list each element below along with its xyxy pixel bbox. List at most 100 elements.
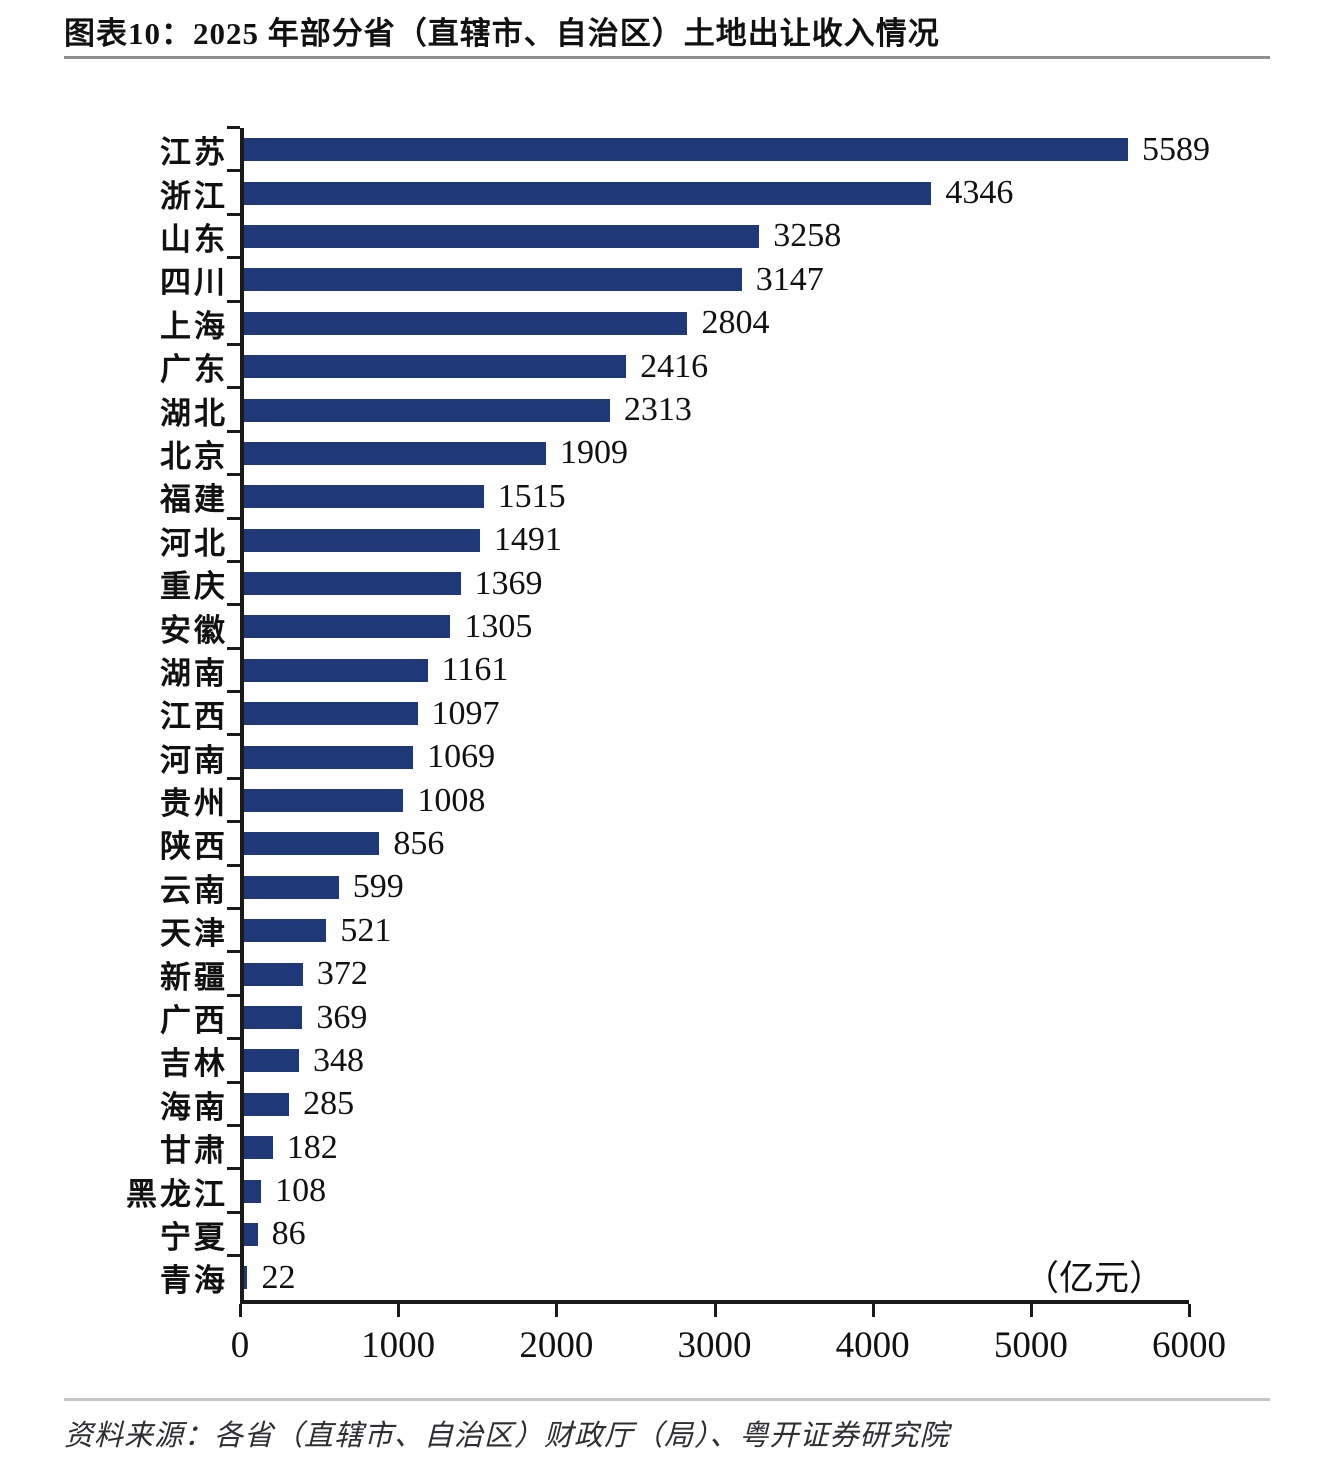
x-axis-tick-mark bbox=[871, 1303, 875, 1317]
bar-track: 22 bbox=[227, 1254, 1193, 1300]
category-label: 安徽 bbox=[160, 612, 228, 648]
value-label: 1305 bbox=[464, 607, 533, 645]
value-label: 182 bbox=[286, 1128, 338, 1166]
bar-track: 1491 bbox=[227, 516, 1193, 562]
bar bbox=[244, 745, 414, 769]
bar bbox=[244, 1049, 300, 1073]
value-label: 1491 bbox=[493, 521, 562, 559]
x-axis-tick-label: 1000 bbox=[361, 1324, 436, 1366]
bar-chart-rows: 江苏 5589 浙江 4346 山东 3258 四川 3147 上海 2804 广东 2416 湖北 23… bbox=[72, 125, 1210, 1300]
bar-track: 2313 bbox=[227, 386, 1193, 432]
bar-track: 108 bbox=[227, 1167, 1193, 1213]
bar-track: 1097 bbox=[227, 690, 1193, 736]
x-axis-tick-mark bbox=[239, 1303, 242, 1317]
bar bbox=[244, 615, 451, 639]
value-label: 1008 bbox=[417, 781, 486, 819]
category-label: 山东 bbox=[160, 221, 228, 257]
category-label: 浙江 bbox=[160, 178, 228, 214]
category-label: 广西 bbox=[160, 1003, 228, 1039]
value-label: 1069 bbox=[427, 738, 496, 776]
category-label: 湖北 bbox=[160, 395, 228, 431]
value-label: 5589 bbox=[1141, 130, 1210, 168]
bar-row: 云南 599 bbox=[72, 863, 1193, 910]
value-label: 1161 bbox=[441, 651, 509, 689]
bar bbox=[244, 485, 484, 509]
x-axis-tick-mark bbox=[713, 1303, 717, 1317]
value-label: 4346 bbox=[945, 174, 1014, 212]
bar-row: 黑龙江 108 bbox=[72, 1167, 1193, 1213]
bar-track: 3258 bbox=[227, 212, 1193, 259]
bar bbox=[244, 1222, 258, 1246]
bar bbox=[244, 658, 428, 682]
category-label: 福建 bbox=[160, 482, 228, 518]
category-label: 新疆 bbox=[160, 959, 228, 995]
category-label: 甘肃 bbox=[160, 1133, 228, 1169]
bar-track: 1305 bbox=[227, 603, 1193, 649]
x-axis-tick-label: 6000 bbox=[1152, 1324, 1226, 1366]
x-axis-tick-mark bbox=[555, 1303, 559, 1317]
bar-row: 广东 2416 bbox=[72, 342, 1193, 389]
value-label: 599 bbox=[352, 868, 404, 906]
category-label: 吉林 bbox=[160, 1046, 228, 1082]
value-label: 86 bbox=[271, 1215, 306, 1253]
title-divider bbox=[64, 56, 1270, 59]
bar-row: 安徽 1305 bbox=[72, 603, 1193, 649]
bar-row: 浙江 4346 bbox=[72, 169, 1192, 215]
footer-divider bbox=[64, 1398, 1270, 1401]
category-label: 青海 bbox=[160, 1263, 228, 1299]
bar bbox=[244, 875, 339, 899]
value-label: 2416 bbox=[640, 347, 709, 385]
bar-track: 86 bbox=[227, 1210, 1193, 1257]
bar-row: 吉林 348 bbox=[72, 1037, 1192, 1083]
bar-row: 青海 22 bbox=[72, 1254, 1193, 1300]
x-axis-tick-mark bbox=[1029, 1303, 1033, 1317]
category-label: 河南 bbox=[160, 742, 228, 778]
bar-track: 372 bbox=[227, 950, 1193, 996]
bar-track: 599 bbox=[227, 863, 1193, 910]
category-label: 陕西 bbox=[160, 829, 228, 865]
bar bbox=[244, 138, 1128, 162]
bar-track: 1515 bbox=[227, 473, 1193, 519]
bar-row: 四川 3147 bbox=[72, 256, 1193, 302]
bar-row: 宁夏 86 bbox=[72, 1210, 1193, 1257]
value-label: 372 bbox=[316, 955, 368, 993]
x-axis-tick-label: 3000 bbox=[677, 1324, 752, 1366]
bar-row: 河北 1491 bbox=[72, 516, 1193, 562]
bar bbox=[244, 1266, 248, 1290]
value-label: 3258 bbox=[773, 217, 842, 255]
bar-row: 山东 3258 bbox=[72, 212, 1193, 259]
bar-row: 海南 285 bbox=[72, 1080, 1193, 1126]
bar-track: 285 bbox=[227, 1080, 1193, 1126]
bar-row: 天津 521 bbox=[72, 907, 1192, 953]
value-label: 856 bbox=[393, 824, 445, 862]
value-label: 348 bbox=[313, 1041, 365, 1079]
bar-row: 陕西 856 bbox=[72, 820, 1192, 866]
category-label: 江西 bbox=[160, 699, 228, 735]
x-axis-tick-label: 0 bbox=[230, 1324, 250, 1366]
bar-track: 5589 bbox=[227, 125, 1210, 172]
value-label: 2313 bbox=[623, 391, 692, 429]
value-label: 1369 bbox=[474, 564, 543, 602]
bar-track: 2416 bbox=[227, 342, 1193, 389]
bar-track: 3147 bbox=[227, 256, 1193, 302]
chart-title: 图表10：2025 年部分省（直辖市、自治区）土地出让收入情况 bbox=[64, 16, 940, 51]
bar bbox=[244, 832, 380, 856]
category-label: 云南 bbox=[160, 872, 228, 908]
value-label: 108 bbox=[275, 1172, 327, 1210]
bar bbox=[244, 311, 688, 335]
bar-track: 2804 bbox=[227, 299, 1193, 345]
bar bbox=[244, 224, 760, 248]
bar bbox=[244, 919, 327, 943]
bar-row: 湖北 2313 bbox=[72, 386, 1193, 432]
x-axis-tick-label: 5000 bbox=[993, 1324, 1068, 1366]
category-label: 北京 bbox=[160, 438, 228, 474]
category-label: 河北 bbox=[160, 525, 228, 561]
category-label: 上海 bbox=[160, 308, 228, 344]
bar-row: 江西 1097 bbox=[72, 690, 1193, 736]
bar-row: 重庆 1369 bbox=[72, 559, 1192, 606]
x-axis-tick-mark bbox=[1188, 1303, 1191, 1317]
bar bbox=[244, 1006, 303, 1029]
bar-row: 甘肃 182 bbox=[72, 1123, 1192, 1170]
bar bbox=[244, 702, 418, 726]
